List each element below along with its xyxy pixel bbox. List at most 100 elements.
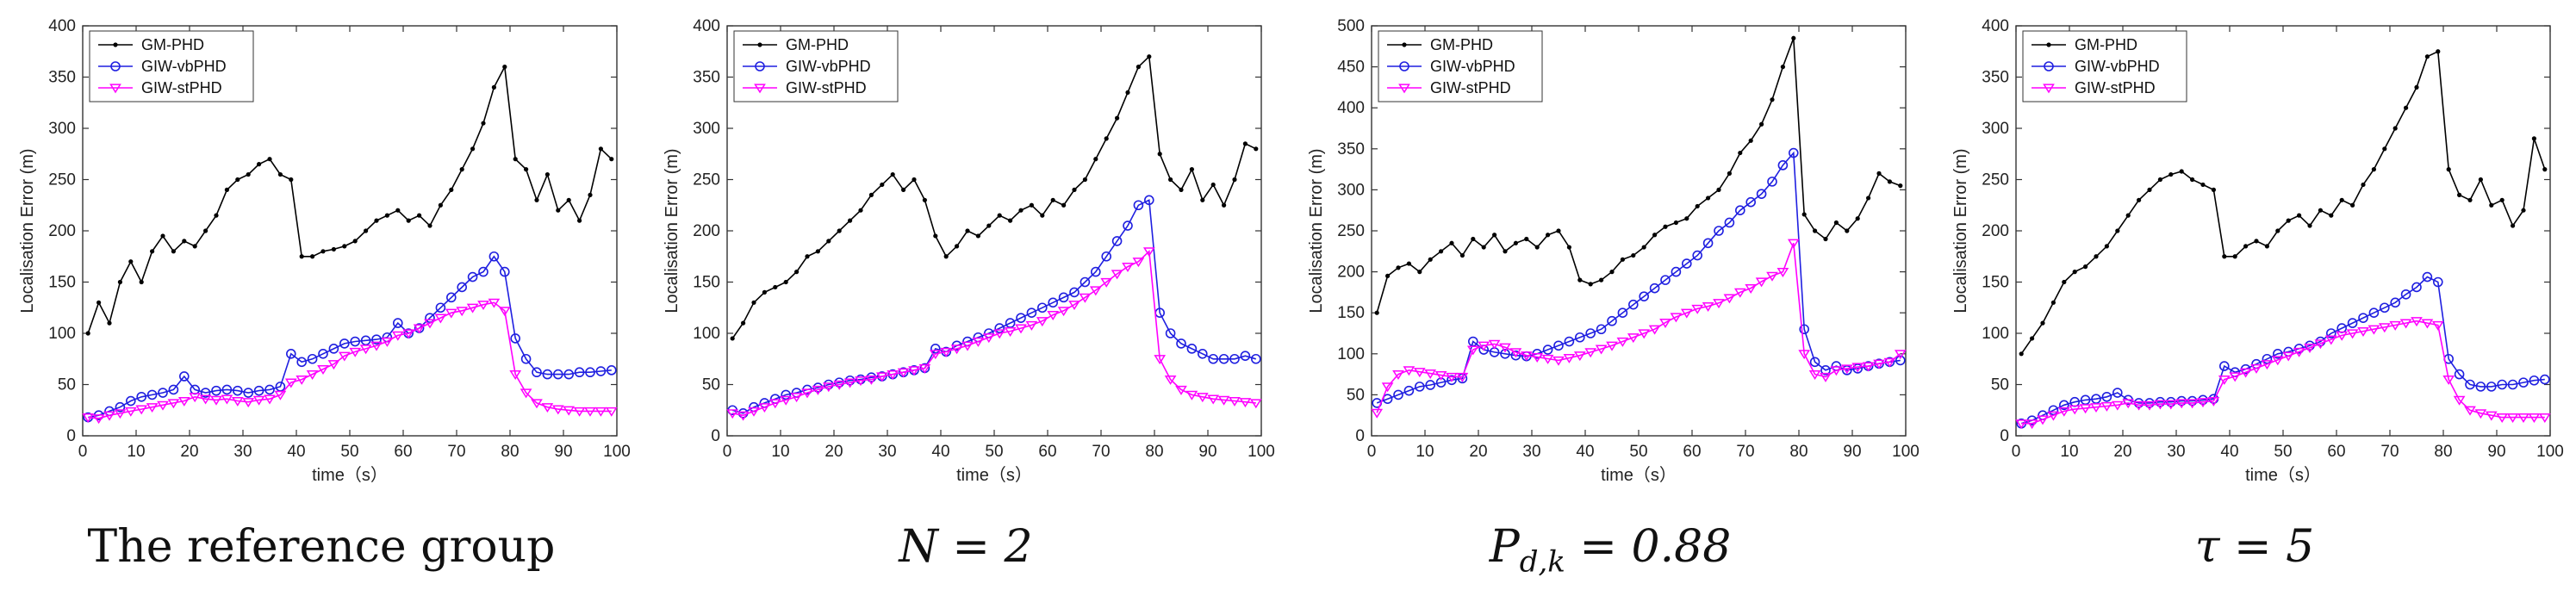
data-point <box>1446 372 1458 382</box>
data-point <box>1777 160 1789 171</box>
data-point <box>1040 213 1045 218</box>
data-point <box>2511 223 2516 228</box>
data-point <box>2125 213 2131 218</box>
data-point <box>2168 171 2174 177</box>
data-point <box>2282 351 2295 362</box>
data-point <box>837 228 842 233</box>
data-point <box>224 187 229 192</box>
data-point <box>189 393 202 403</box>
data-point <box>1142 247 1155 258</box>
series-line <box>731 199 1257 414</box>
data-point <box>1820 372 1832 382</box>
chart-panel-4: 0 10 20 30 40 50 60 70 80 90 100 0 50 100 150 200 250 300… <box>1933 0 2576 588</box>
legend-entry: GIW-vbPHD <box>786 58 871 75</box>
data-point <box>296 375 308 385</box>
legend-marker <box>109 84 121 94</box>
data-point <box>199 394 212 405</box>
data-point <box>252 395 265 406</box>
data-point <box>1115 115 1120 121</box>
data-point <box>1713 299 1725 309</box>
data-point <box>1061 202 1067 208</box>
data-point <box>2442 375 2455 385</box>
data-point <box>1585 328 1596 338</box>
data-point <box>289 177 294 183</box>
data-point <box>1894 350 1907 360</box>
data-point <box>1136 65 1141 70</box>
data-point <box>986 223 992 228</box>
data-point <box>2261 360 2274 370</box>
data-point <box>318 348 328 359</box>
data-point <box>566 197 571 202</box>
data-point <box>2175 399 2188 409</box>
data-point <box>2324 335 2337 345</box>
data-point <box>2350 202 2355 208</box>
data-point <box>1456 372 1469 382</box>
x-tick-label: 20 <box>824 443 843 461</box>
y-tick-label: 400 <box>1982 17 2009 35</box>
y-tick-label: 200 <box>48 222 76 240</box>
data-point <box>1727 171 1732 176</box>
data-point <box>1393 389 1403 400</box>
data-point <box>2485 411 2498 421</box>
data-point <box>1229 396 1241 407</box>
x-tick-label: 70 <box>447 443 465 461</box>
data-point <box>2421 319 2434 329</box>
data-point <box>2025 419 2038 430</box>
data-point <box>1799 324 1810 335</box>
series-line <box>1376 38 1901 314</box>
data-point <box>965 228 970 233</box>
data-point <box>930 344 941 354</box>
x-tick-label: 70 <box>2380 443 2399 461</box>
data-point <box>395 208 401 213</box>
data-point <box>1125 90 1130 95</box>
data-point <box>1417 270 1422 275</box>
data-point <box>1809 357 1820 368</box>
chart-panel-3: 0 10 20 30 40 50 60 70 80 90 100 0 50 100 150 200 250 300… <box>1289 0 1932 588</box>
legend-marker <box>755 61 765 71</box>
legend-entry: GIW-vbPHD <box>2075 58 2160 75</box>
data-point <box>880 182 885 188</box>
data-point <box>284 378 297 388</box>
x-tick-label: 10 <box>1416 443 1434 461</box>
y-tick-label: 300 <box>48 120 76 138</box>
data-point <box>812 385 824 395</box>
data-point <box>2521 208 2526 213</box>
data-point <box>2040 320 2045 326</box>
data-point <box>1143 195 1154 206</box>
data-point <box>2453 395 2466 406</box>
data-point <box>179 371 190 382</box>
x-tick-label: 90 <box>554 443 572 461</box>
y-tick-label: 150 <box>1337 304 1365 322</box>
y-tick-label: 50 <box>702 376 720 394</box>
data-point <box>933 233 938 239</box>
data-point <box>1210 182 1216 188</box>
legend-marker <box>2046 42 2051 47</box>
y-tick-label: 0 <box>2000 427 2009 445</box>
x-tick-label: 90 <box>1198 443 1216 461</box>
data-point <box>1692 250 1703 261</box>
x-tick-label: 20 <box>2113 443 2131 461</box>
x-tick-label: 80 <box>1145 443 1163 461</box>
data-point <box>339 338 350 349</box>
data-point <box>1833 220 1839 226</box>
data-point <box>424 319 436 329</box>
data-point <box>1748 138 1753 143</box>
data-point <box>2264 244 2269 249</box>
data-point <box>1439 249 1444 254</box>
data-point <box>780 395 793 406</box>
data-point <box>1588 282 1593 287</box>
data-point <box>1734 205 1745 215</box>
data-point <box>982 333 995 344</box>
data-point <box>2286 218 2291 223</box>
data-point <box>997 213 1002 218</box>
data-point <box>171 249 176 254</box>
data-point <box>2101 391 2112 402</box>
data-point <box>1229 353 1240 364</box>
legend-entry: GM-PHD <box>1430 36 1493 53</box>
data-point <box>1671 266 1682 277</box>
data-point <box>2179 169 2184 174</box>
data-point <box>456 307 469 317</box>
data-point <box>1047 310 1060 320</box>
data-point <box>1072 187 1077 192</box>
data-point <box>2157 177 2162 183</box>
